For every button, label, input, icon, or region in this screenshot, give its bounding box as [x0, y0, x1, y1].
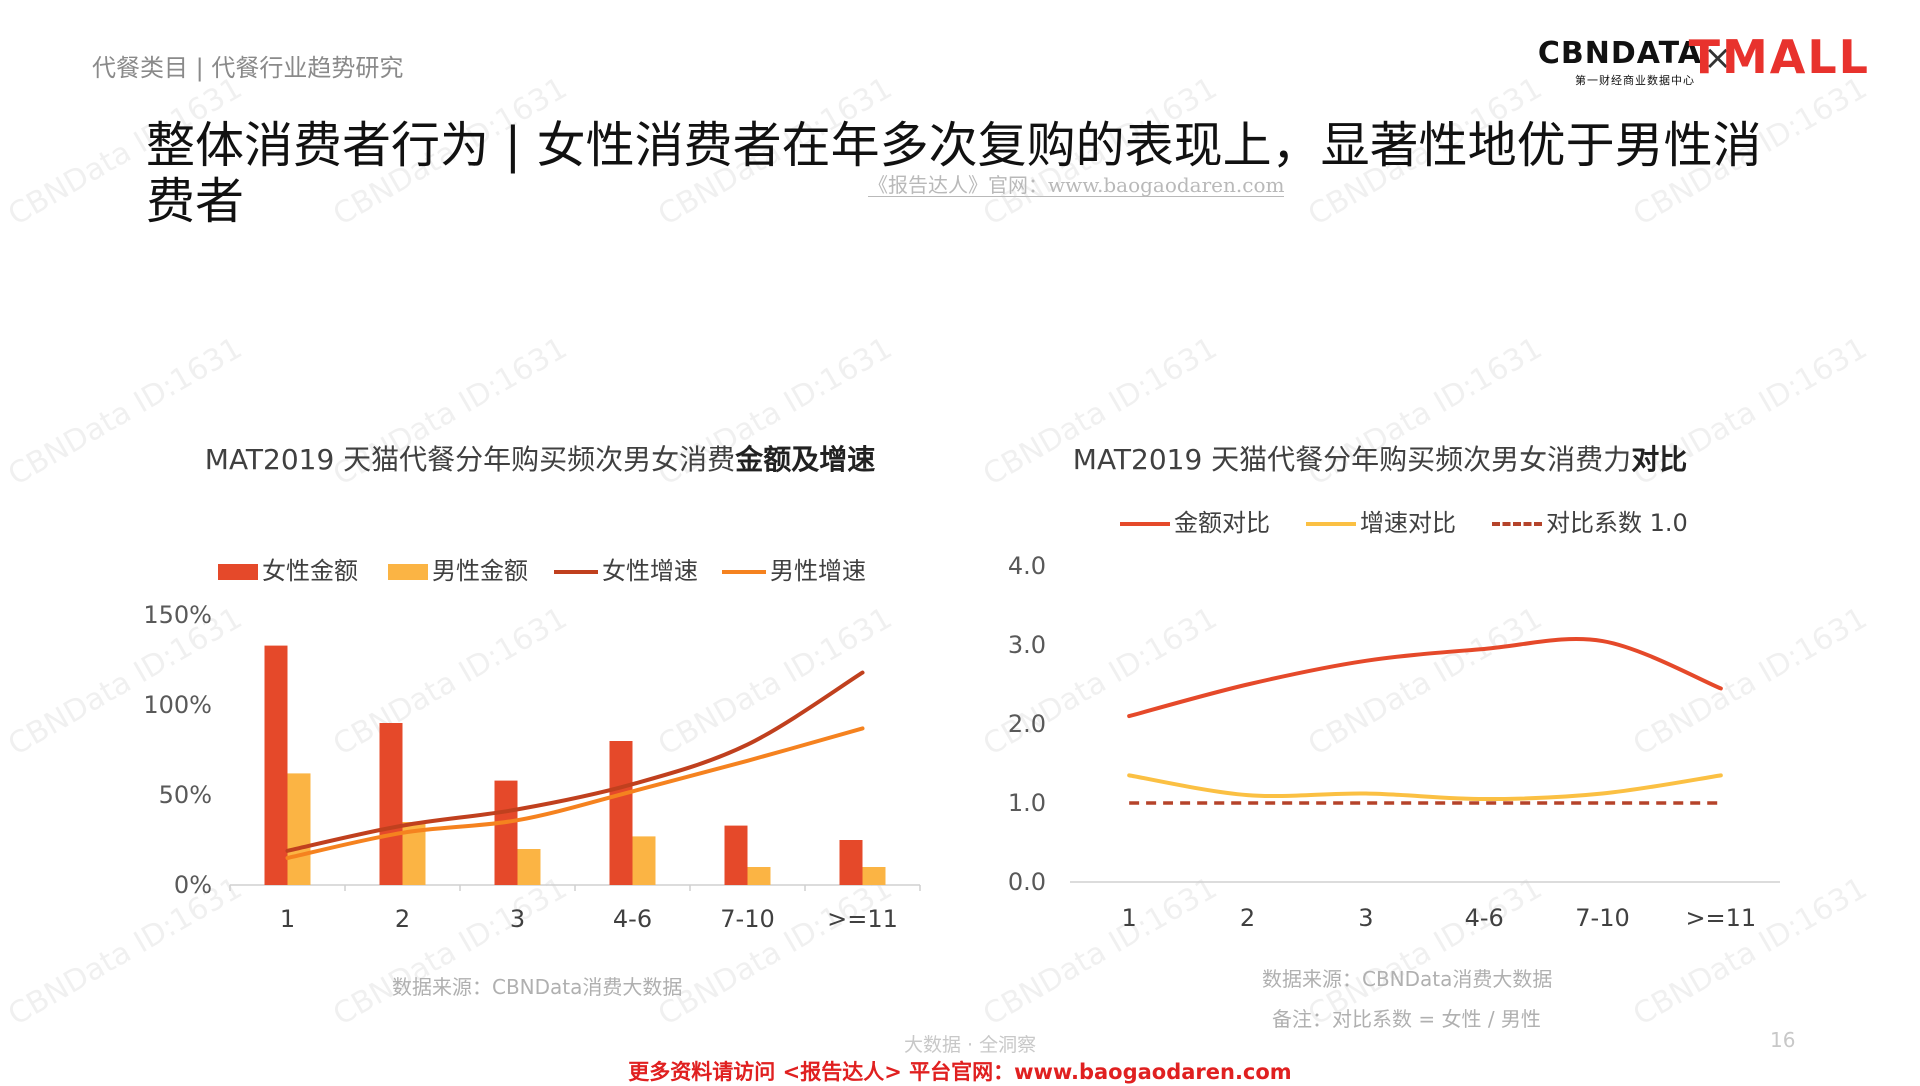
y-tick-label: 3.0: [1008, 631, 1046, 659]
legend-female-growth: 女性增速: [554, 551, 698, 586]
legend-swatch-baseline: [1492, 522, 1542, 526]
legend-label-male-growth: 男性增速: [770, 557, 866, 585]
y-tick-label: 4.0: [1008, 552, 1046, 580]
legend-swatch-male-growth: [722, 570, 766, 574]
legend-growth-ratio: 增速对比: [1306, 503, 1456, 538]
legend-amount-ratio: 金额对比: [1120, 503, 1270, 538]
left-chart-legend: 女性金额 男性金额 女性增速 男性增速: [218, 551, 918, 585]
bar-male-amount: [862, 867, 886, 885]
left-chart-title-plain: MAT2019 天猫代餐分年购买频次男女消费: [204, 443, 736, 476]
left-chart-title: MAT2019 天猫代餐分年购买频次男女消费金额及增速: [160, 436, 920, 484]
x-tick-label: >=11: [827, 905, 898, 933]
y-tick-label: 2.0: [1008, 710, 1046, 738]
legend-swatch-male-amount: [388, 564, 428, 580]
x-tick-label: 2: [395, 905, 410, 933]
tmall-logo: TMALL: [1688, 30, 1870, 84]
legend-male-amount: 男性金额: [388, 551, 528, 586]
x-tick-label: 1: [280, 905, 295, 933]
bar-female-amount: [724, 825, 748, 885]
legend-label-female-growth: 女性增速: [602, 557, 698, 585]
bar-female-amount: [494, 780, 518, 885]
y-tick-label: 50%: [159, 781, 212, 809]
right-chart-title-bold: 对比: [1631, 443, 1688, 476]
x-tick-label: 3: [1358, 904, 1373, 932]
legend-baseline: 对比系数 1.0: [1492, 503, 1688, 538]
bar-male-amount: [747, 867, 771, 885]
watermark-url: 《报告达人》官网：www.baogaodaren.com: [868, 173, 1285, 197]
cbndata-logo: CBNDATA: [1537, 36, 1702, 71]
legend-label-amount-ratio: 金额对比: [1174, 509, 1270, 537]
bar-female-amount: [379, 723, 403, 885]
legend-swatch-growth-ratio: [1306, 522, 1356, 526]
y-tick-label: 1.0: [1008, 789, 1046, 817]
legend-female-amount: 女性金额: [218, 551, 358, 586]
legend-swatch-female-growth: [554, 570, 598, 574]
line-male-growth: [285, 726, 865, 860]
right-chart-source: 数据来源：CBNData消费大数据: [1262, 967, 1553, 991]
bar-male-amount: [287, 773, 311, 885]
page-number: 16: [1770, 1028, 1796, 1052]
footer-subtitle: 大数据 · 全洞察: [904, 1034, 1037, 1056]
x-tick-label: 1: [1122, 904, 1137, 932]
bar-male-amount: [402, 822, 426, 885]
left-chart-title-bold: 金额及增速: [735, 443, 876, 476]
legend-male-growth: 男性增速: [722, 551, 866, 586]
x-tick-label: 7-10: [720, 905, 774, 933]
page-title: 整体消费者行为 | 女性消费者在年多次复购的表现上，显著性地优于男性消费者: [146, 117, 1762, 230]
y-tick-label: 100%: [143, 691, 212, 719]
footer-link[interactable]: 更多资料请访问 <报告达人> 平台官网：www.baogaodaren.com: [628, 1060, 1292, 1084]
x-tick-label: 2: [1240, 904, 1255, 932]
cbndata-logo-subtitle: 第一财经商业数据中心: [1575, 74, 1695, 87]
legend-swatch-amount-ratio: [1120, 522, 1170, 526]
legend-label-male-amount: 男性金额: [432, 557, 528, 585]
right-chart-legend: 金额对比 增速对比 对比系数 1.0: [1120, 503, 1760, 537]
legend-label-baseline: 对比系数 1.0: [1546, 509, 1688, 537]
x-tick-label: 3: [510, 905, 525, 933]
bar-female-amount: [264, 645, 288, 885]
bar-female-amount: [839, 840, 863, 885]
right-chart-note: 备注：对比系数 = 女性 / 男性: [1272, 1007, 1541, 1031]
x-tick-label: >=11: [1685, 904, 1756, 932]
logo-separator: ×: [1703, 38, 1733, 78]
bar-female-amount: [609, 741, 633, 885]
line-amount-ratio: [1127, 637, 1723, 719]
x-tick-label: 7-10: [1575, 904, 1629, 932]
line-female-growth: [285, 670, 865, 853]
y-tick-label: 0.0: [1008, 868, 1046, 896]
legend-label-growth-ratio: 增速对比: [1360, 509, 1456, 537]
left-chart-plot: 0% 50% 100% 150% 1 2 3 4-6 7-10 >=11: [143, 601, 921, 933]
right-chart-plot: 0.0 1.0 2.0 3.0 4.0 1 2 3 4-6 7-10 >=11: [1008, 552, 1780, 932]
y-tick-label: 150%: [143, 601, 212, 629]
legend-label-female-amount: 女性金额: [262, 557, 358, 585]
left-chart-source: 数据来源：CBNData消费大数据: [392, 975, 683, 999]
x-tick-label: 4-6: [1465, 904, 1504, 932]
breadcrumb: 代餐类目 | 代餐行业趋势研究: [92, 54, 404, 82]
bar-male-amount: [517, 849, 541, 885]
right-chart-title: MAT2019 天猫代餐分年购买频次男女消费力对比: [960, 436, 1800, 484]
x-tick-label: 4-6: [613, 905, 652, 933]
legend-swatch-female-amount: [218, 564, 258, 580]
bar-male-amount: [632, 836, 656, 885]
line-growth-ratio: [1127, 773, 1723, 802]
y-tick-label: 0%: [174, 871, 212, 899]
right-chart-title-plain: MAT2019 天猫代餐分年购买频次男女消费力: [1072, 443, 1632, 476]
